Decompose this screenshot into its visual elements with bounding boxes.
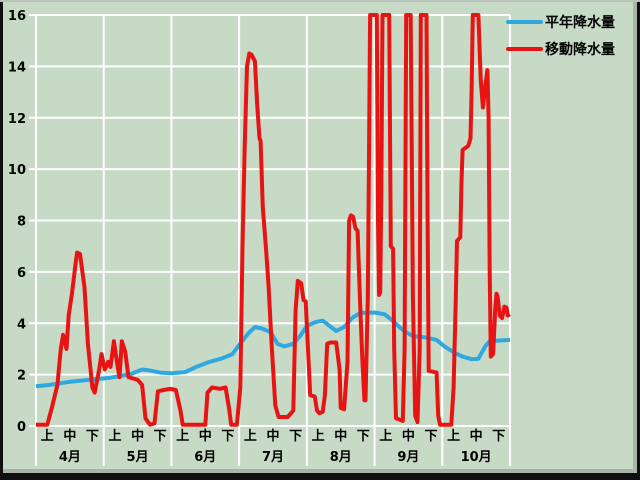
- month-label: 4月: [59, 450, 81, 465]
- period-label: 下: [492, 429, 505, 444]
- period-label: 中: [63, 428, 76, 444]
- month-label: 9月: [397, 450, 419, 465]
- period-label: 下: [86, 429, 99, 444]
- period-label: 上: [108, 429, 121, 444]
- series-line-heinen: [35, 310, 511, 389]
- period-label: 上: [41, 429, 54, 444]
- y-axis-labels: 0 2 4 6 8 10 12 14 16: [8, 9, 26, 435]
- frame-shadow-right: [633, 2, 637, 473]
- month-label: 5月: [127, 450, 149, 465]
- series-line-idou: [36, 13, 511, 427]
- period-label: 中: [334, 428, 347, 444]
- period-label: 下: [154, 429, 167, 444]
- legend-label-idou: 移動降水量: [545, 41, 615, 58]
- chart-legend: 平年降水量 移動降水量: [506, 8, 626, 62]
- y-tick-label: 14: [8, 60, 26, 75]
- period-label: 上: [312, 429, 325, 444]
- legend-label-heinen: 平年降水量: [545, 14, 615, 31]
- period-label: 下: [221, 429, 234, 444]
- period-label: 上: [447, 429, 460, 444]
- period-label: 中: [199, 428, 212, 444]
- y-tick-label: 4: [17, 317, 26, 332]
- period-label: 上: [244, 429, 257, 444]
- legend-item-heinen: 平年降水量: [506, 8, 626, 35]
- period-label: 上: [176, 429, 189, 444]
- frame-highlight-top: [0, 0, 640, 2]
- chart-background: [3, 2, 633, 469]
- period-label: 中: [266, 428, 279, 444]
- y-tick-label: 8: [17, 215, 26, 230]
- y-tick-label: 16: [8, 9, 26, 24]
- period-label: 下: [289, 429, 302, 444]
- idou-line-sample: [506, 46, 543, 51]
- period-label: 上: [379, 429, 392, 444]
- frame-shadow-bottom: [3, 469, 637, 473]
- month-label: 7月: [262, 450, 284, 465]
- y-tick-label: 6: [17, 266, 26, 281]
- period-label: 中: [470, 428, 483, 444]
- heinen-line-sample: [506, 19, 543, 24]
- y-tick-label: 10: [8, 163, 26, 178]
- legend-item-idou: 移動降水量: [506, 35, 626, 62]
- x-axis-labels: 上中下4月上中下5月上中下6月上中下7月上中下8月上中下9月上中下10月: [41, 428, 505, 465]
- period-label: 下: [357, 429, 370, 444]
- y-tick-label: 2: [17, 369, 26, 384]
- period-label: 中: [402, 428, 415, 444]
- period-label: 中: [131, 428, 144, 444]
- y-tick-label: 12: [8, 112, 26, 127]
- month-label: 10月: [461, 450, 492, 465]
- month-label: 6月: [194, 450, 216, 465]
- month-label: 8月: [330, 450, 352, 465]
- y-tick-label: 0: [17, 420, 26, 435]
- period-label: 下: [424, 429, 437, 444]
